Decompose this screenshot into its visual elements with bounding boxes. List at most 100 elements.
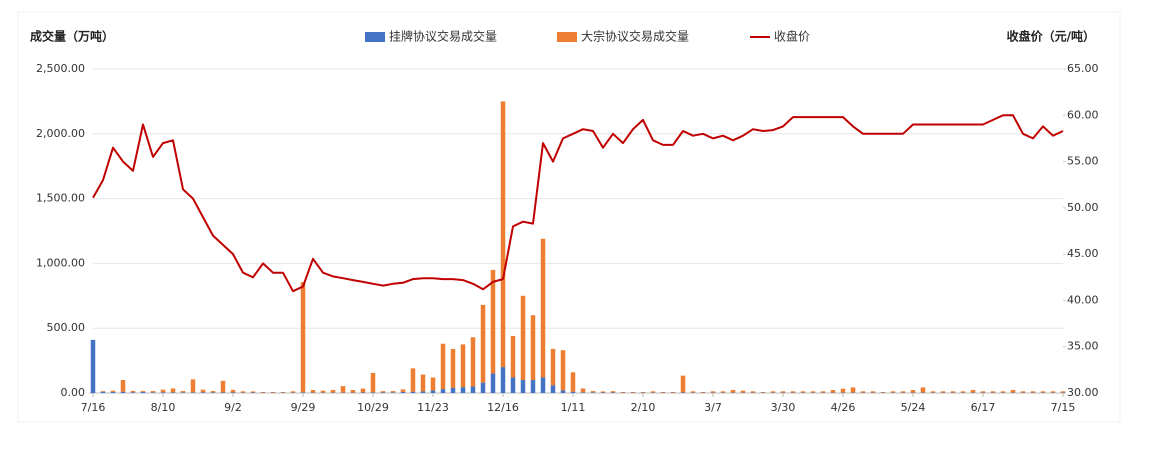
x-tick-label: 3/7 (704, 401, 722, 414)
bar (800, 391, 806, 393)
legend-label: 收盘价 (774, 29, 810, 44)
bar (310, 390, 316, 393)
bar (440, 389, 446, 393)
bar (90, 339, 96, 393)
bar (540, 238, 546, 378)
bar (520, 380, 526, 393)
bar (140, 391, 146, 393)
bar (830, 390, 836, 393)
chart-frame (17, 11, 1121, 423)
y-tick-label: 500.00 (47, 321, 86, 334)
bar (630, 391, 636, 393)
bar (570, 391, 576, 393)
bar (530, 380, 536, 393)
bar (580, 392, 586, 393)
bar (320, 390, 326, 393)
bar (170, 392, 176, 393)
y-tick-label: 0.00 (61, 386, 86, 399)
y2-axis-title: 收盘价（元/吨） (1007, 29, 1095, 44)
bar (450, 387, 456, 393)
bar (140, 390, 146, 392)
bar (350, 390, 356, 393)
bar (360, 392, 366, 393)
bar (250, 392, 256, 393)
bar (1000, 391, 1006, 393)
bar (470, 386, 476, 393)
bar (710, 391, 716, 393)
bar (840, 388, 846, 393)
bar (390, 392, 396, 393)
bar (210, 391, 216, 393)
bar (960, 391, 966, 393)
y2-tick-label: 50.00 (1067, 201, 1099, 214)
bar (1030, 391, 1036, 393)
bar (700, 391, 706, 393)
bar (260, 391, 266, 393)
bar (500, 367, 506, 393)
bar (770, 391, 776, 393)
bar (130, 390, 136, 393)
bar (370, 372, 376, 393)
bar (500, 101, 506, 368)
x-tick-label: 3/30 (771, 401, 796, 414)
bar (1040, 391, 1046, 393)
bar (100, 391, 106, 392)
bar (620, 391, 626, 393)
y2-tick-label: 55.00 (1067, 155, 1099, 168)
bar (410, 368, 416, 392)
bar (680, 375, 686, 393)
bar (250, 391, 256, 393)
bar (740, 390, 746, 393)
bar (100, 391, 106, 393)
bar (170, 388, 176, 393)
bar (570, 372, 576, 392)
bar (330, 390, 336, 393)
bar (110, 391, 116, 393)
bar (750, 391, 756, 393)
bar (780, 391, 786, 393)
bar (180, 392, 186, 393)
bar (810, 391, 816, 393)
legend-label: 大宗协议交易成交量 (581, 29, 689, 44)
y2-tick-label: 45.00 (1067, 247, 1099, 260)
bar (610, 391, 616, 393)
x-tick-label: 11/23 (417, 401, 449, 414)
bar (880, 391, 886, 393)
bar (380, 391, 386, 393)
bar (120, 391, 126, 393)
bar (860, 391, 866, 393)
y-tick-label: 2,500.00 (36, 62, 85, 75)
x-tick-label: 10/29 (357, 401, 389, 414)
bar (950, 391, 956, 393)
bar (400, 389, 406, 392)
bar (490, 269, 496, 374)
bar (120, 380, 126, 392)
bar (610, 392, 616, 393)
bar (280, 391, 286, 393)
bar (180, 391, 186, 393)
bar (600, 391, 606, 393)
bar (240, 391, 246, 393)
bar (540, 377, 546, 393)
bar (300, 392, 306, 393)
bar (590, 392, 596, 393)
bar (230, 389, 236, 393)
bar (680, 392, 686, 393)
bar (340, 386, 346, 393)
x-tick-label: 2/10 (631, 401, 656, 414)
bar (600, 392, 606, 393)
bar (790, 391, 796, 393)
legend-label: 挂牌协议交易成交量 (389, 29, 497, 44)
x-tick-label: 1/11 (561, 401, 586, 414)
bar (730, 390, 736, 393)
bar (920, 387, 926, 393)
bar (220, 392, 226, 393)
x-tick-label: 9/2 (224, 401, 242, 414)
bar (660, 391, 666, 393)
y-tick-label: 1,000.00 (36, 256, 85, 269)
x-tick-label: 6/17 (971, 401, 996, 414)
bar (850, 387, 856, 393)
bar (480, 382, 486, 393)
bar (530, 315, 536, 381)
